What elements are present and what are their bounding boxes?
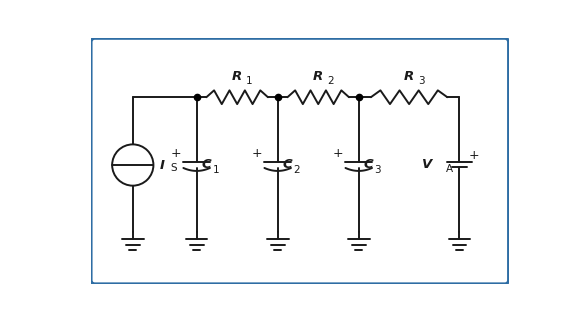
Text: +: + xyxy=(333,147,343,160)
Text: V: V xyxy=(422,158,432,171)
Text: R: R xyxy=(232,70,242,84)
Text: 2: 2 xyxy=(327,77,333,86)
Text: I: I xyxy=(159,159,164,172)
Text: 3: 3 xyxy=(374,165,381,175)
Text: S: S xyxy=(170,163,177,174)
Text: R: R xyxy=(313,70,324,84)
Text: 3: 3 xyxy=(418,77,425,86)
Text: +: + xyxy=(252,147,263,160)
Text: A: A xyxy=(446,164,453,174)
Text: 1: 1 xyxy=(212,165,219,175)
Text: 1: 1 xyxy=(246,77,253,86)
Text: +: + xyxy=(171,147,181,160)
Text: C: C xyxy=(202,158,211,171)
Text: C: C xyxy=(364,158,373,171)
Text: R: R xyxy=(404,70,414,84)
Text: 2: 2 xyxy=(294,165,300,175)
Text: C: C xyxy=(283,158,292,171)
Text: +: + xyxy=(469,149,479,162)
FancyBboxPatch shape xyxy=(91,38,508,284)
